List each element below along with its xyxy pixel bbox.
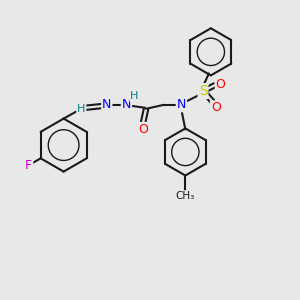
Text: H: H <box>130 91 139 101</box>
Text: O: O <box>211 101 221 114</box>
Text: O: O <box>216 78 226 91</box>
Text: N: N <box>102 98 112 111</box>
Text: CH₃: CH₃ <box>176 191 195 201</box>
Text: F: F <box>25 159 32 172</box>
Text: S: S <box>199 84 207 98</box>
Text: N: N <box>122 98 131 111</box>
Text: O: O <box>138 123 148 136</box>
Text: H: H <box>77 104 86 114</box>
Text: N: N <box>177 98 186 111</box>
